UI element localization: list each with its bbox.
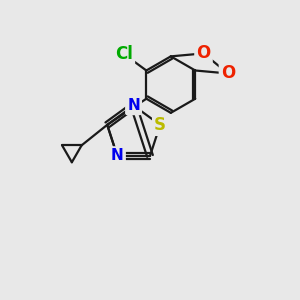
Text: N: N (127, 98, 140, 113)
Text: Cl: Cl (115, 45, 133, 63)
Text: N: N (111, 148, 124, 164)
Text: S: S (154, 116, 166, 134)
Text: O: O (196, 44, 211, 62)
Text: N: N (127, 98, 140, 113)
Text: O: O (221, 64, 235, 82)
Text: N: N (111, 148, 124, 164)
